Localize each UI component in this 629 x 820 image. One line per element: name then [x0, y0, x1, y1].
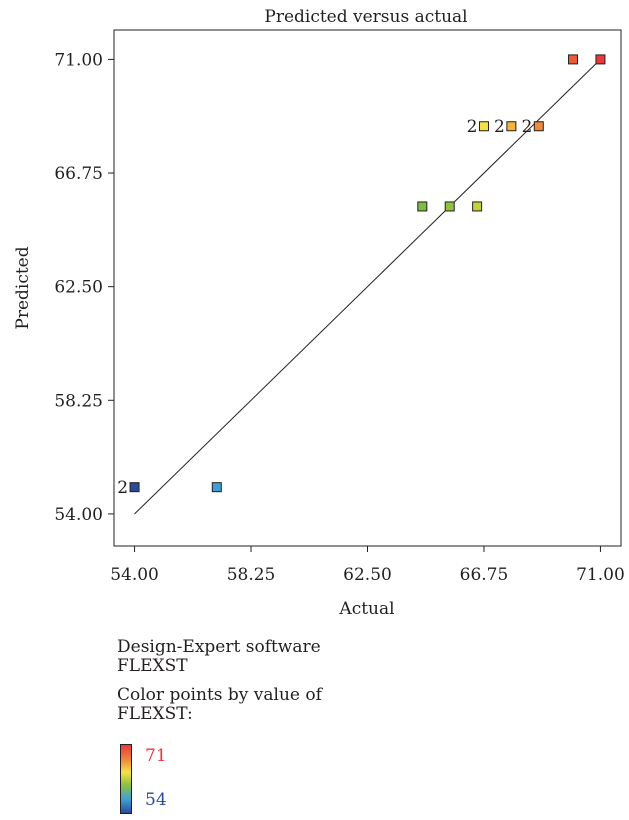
- point-count-label: 2: [494, 117, 505, 137]
- x-tick-label: 66.75: [460, 565, 509, 585]
- predicted-vs-actual-chart: Predicted versus actual 54.00 58.25 62.50 6…: [13, 7, 625, 619]
- color-scale: 71 54: [118, 742, 198, 814]
- y-tick-label: 58.25: [54, 391, 103, 411]
- y-tick-label: 66.75: [54, 164, 103, 184]
- data-point: [595, 54, 606, 65]
- x-tick-label: 71.00: [576, 565, 625, 585]
- x-axis-label: Actual: [338, 599, 394, 619]
- x-tick-label: 62.50: [343, 565, 392, 585]
- software-name: Design-Expert software: [117, 637, 321, 657]
- data-point: [211, 482, 222, 493]
- response-name: FLEXST: [117, 656, 188, 676]
- data-point: [533, 121, 544, 132]
- color-scale-min-label: 54: [145, 790, 167, 810]
- data-point: [444, 201, 455, 212]
- color-by-response: FLEXST:: [117, 704, 193, 724]
- plot-frame: [113, 29, 622, 547]
- y-tick-label: 54.00: [54, 505, 103, 525]
- data-points: 22 2 2: [117, 54, 606, 498]
- data-point: [568, 54, 579, 65]
- x-axis: 54.00 58.25 62.50 66.75 71.00: [110, 546, 625, 585]
- data-point: [129, 482, 140, 493]
- data-point: [417, 201, 428, 212]
- x-tick-label: 54.00: [110, 565, 159, 585]
- y-axis: 54.00 58.25 62.50 66.75 71.00: [54, 50, 114, 525]
- color-gradient-bar: [120, 744, 132, 814]
- x-tick-label: 58.25: [227, 565, 276, 585]
- color-by-label: Color points by value of: [117, 685, 322, 705]
- data-point: [478, 121, 489, 132]
- reference-line: [134, 59, 601, 515]
- legend-block: Design-Expert software FLEXST Color poin…: [117, 638, 417, 724]
- y-tick-label: 62.50: [54, 278, 103, 298]
- chart-title: Predicted versus actual: [264, 7, 467, 27]
- point-count-label: 2: [521, 117, 532, 137]
- y-tick-label: 71.00: [54, 50, 103, 70]
- point-count-label: 2: [467, 117, 478, 137]
- point-count-label: 2: [117, 478, 128, 498]
- data-point: [472, 201, 483, 212]
- y-axis-label: Predicted: [13, 246, 33, 329]
- data-point: [506, 121, 517, 132]
- color-scale-max-label: 71: [145, 746, 167, 766]
